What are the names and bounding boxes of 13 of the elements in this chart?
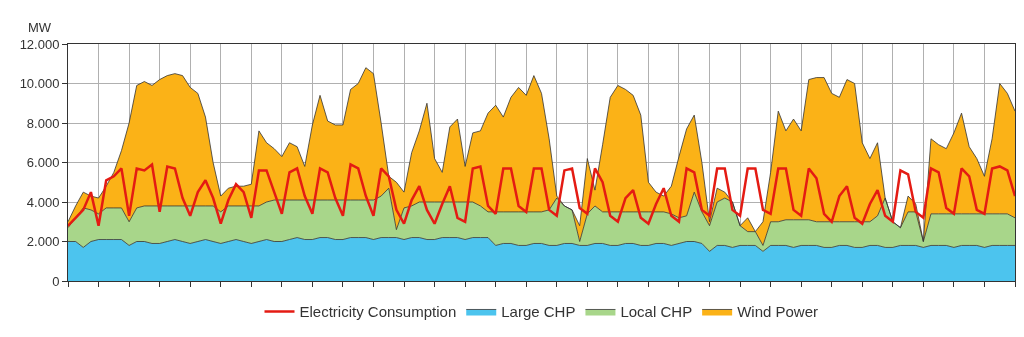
y-tick-label: 12.000 [19, 36, 60, 52]
y-tick-label: 4.000 [26, 194, 60, 210]
legend-label: Large CHP [501, 303, 576, 321]
legend-label: Local CHP [620, 303, 693, 321]
y-tick-label: 6.000 [26, 155, 60, 171]
legend-label: Electricity Consumption [299, 303, 457, 321]
line-series [68, 163, 1015, 227]
y-tick-label: 0 [52, 273, 60, 289]
y-tick-label: 10.000 [19, 76, 60, 92]
y-tick-label: 8.000 [26, 115, 60, 131]
legend-label: Wind Power [737, 303, 818, 321]
y-axis-title: MW [28, 20, 52, 35]
y-tick-label: 2.000 [26, 234, 60, 250]
